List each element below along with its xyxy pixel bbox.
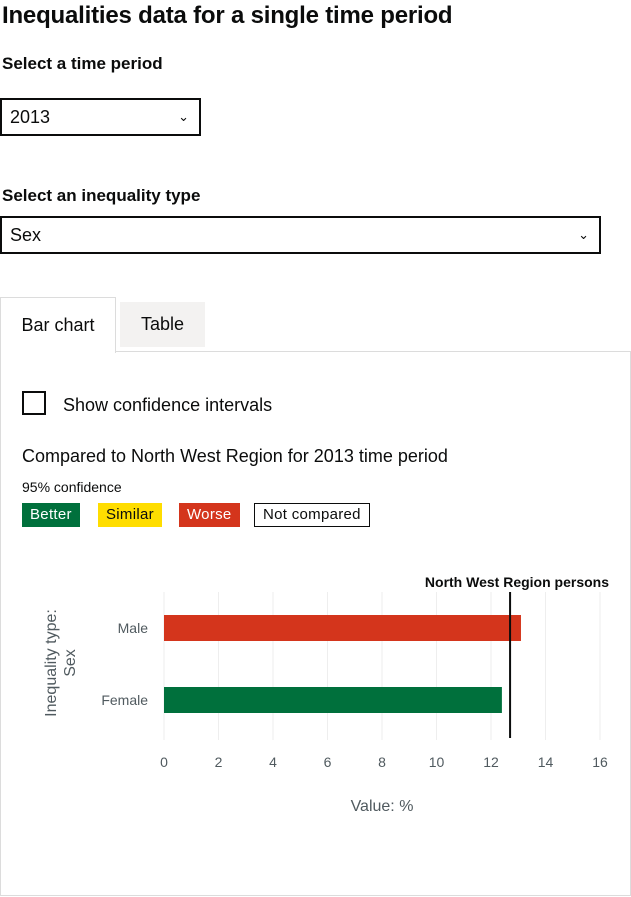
page-title: Inequalities data for a single time peri… [2, 2, 453, 29]
x-tick-label: 0 [160, 754, 168, 770]
chevron-down-icon: ⌄ [578, 227, 589, 242]
tab-table[interactable]: Table [120, 302, 205, 347]
x-tick-label: 14 [538, 754, 554, 770]
confidence-intervals-checkbox[interactable] [22, 391, 46, 415]
bar-chart: Male Female 0 2 4 6 8 10 12 14 16 Value: % Inequalit… [43, 574, 609, 815]
x-tick-label: 10 [429, 754, 445, 770]
x-tick-label: 16 [592, 754, 608, 770]
x-tick-label: 8 [378, 754, 386, 770]
confidence-intervals-label[interactable]: Show confidence intervals [63, 395, 273, 415]
time-period-select[interactable]: 2013 ⌄ [0, 98, 201, 136]
confidence-level: 95% confidence [22, 479, 122, 495]
y-axis-label: Sex [62, 649, 79, 677]
time-period-value: 2013 [10, 107, 51, 127]
inequality-type-value: Sex [10, 225, 42, 245]
x-tick-label: 6 [324, 754, 332, 770]
inequality-type-label: Select an inequality type [2, 186, 201, 205]
x-tick-label: 12 [483, 754, 499, 770]
category-label: Female [101, 692, 148, 708]
key-not-compared: Not compared [254, 503, 370, 527]
reference-line-label: North West Region persons [425, 574, 609, 590]
x-axis-label: Value: % [351, 798, 414, 815]
category-label: Male [118, 620, 149, 636]
key-similar: Similar [98, 503, 162, 527]
bar [164, 687, 502, 713]
bar [164, 615, 521, 641]
chevron-down-icon: ⌄ [178, 109, 189, 124]
x-tick-label: 4 [269, 754, 277, 770]
y-axis-label: Inequality type: [43, 609, 60, 717]
key-better: Better [22, 503, 80, 527]
tab-bar-chart[interactable]: Bar chart [0, 297, 116, 353]
inequality-type-select[interactable]: Sex ⌄ [0, 216, 601, 254]
x-tick-label: 2 [215, 754, 223, 770]
key-worse: Worse [179, 503, 240, 527]
time-period-label: Select a time period [2, 54, 163, 73]
comparison-text: Compared to North West Region for 2013 t… [22, 446, 448, 466]
